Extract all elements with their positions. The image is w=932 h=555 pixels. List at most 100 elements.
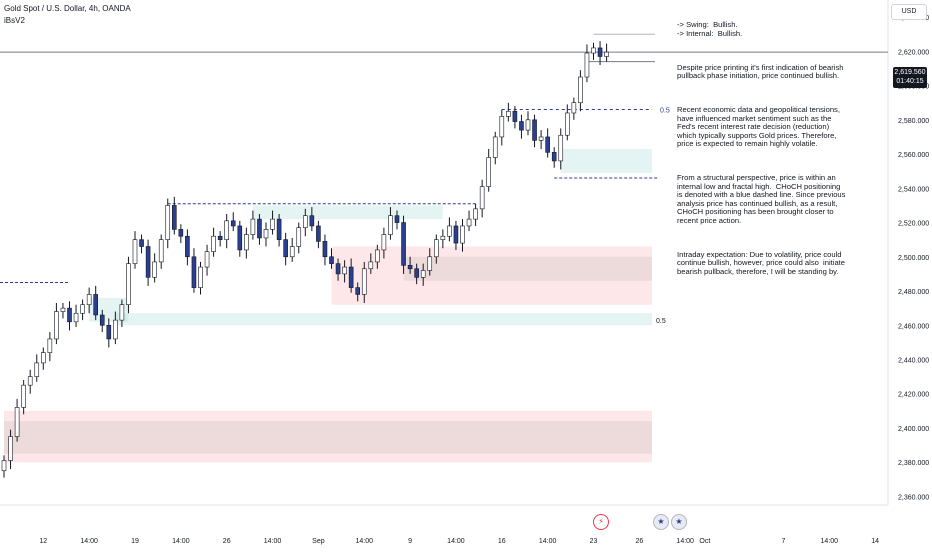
candle-body xyxy=(106,324,112,340)
candle-body xyxy=(427,256,433,271)
candle-body xyxy=(466,218,472,227)
zone-blue xyxy=(560,148,652,173)
y-tick-label: 2,500.000 xyxy=(898,255,929,262)
candle-body xyxy=(21,384,26,408)
candle-body xyxy=(486,157,492,187)
candle-body xyxy=(584,52,590,78)
note-para: Despite price printing it's first indica… xyxy=(677,62,846,81)
note-para: Recent economic data and geopolitical te… xyxy=(677,104,843,149)
x-tick-label: 14:00 xyxy=(80,538,98,545)
candle-body xyxy=(8,436,13,461)
lightning-event-icon[interactable]: ⚡ xyxy=(593,514,609,530)
candle-body xyxy=(551,152,557,162)
candle-body xyxy=(158,239,164,263)
annotation-label: 0.5 xyxy=(660,108,670,115)
indicator-label[interactable]: iBsV2 xyxy=(4,16,25,25)
candle-body xyxy=(558,134,564,162)
candle-body xyxy=(178,229,184,237)
us-flag-event-icon[interactable]: ★ xyxy=(653,514,669,530)
candle-body xyxy=(388,215,393,235)
x-tick-label: 14:00 xyxy=(172,538,190,545)
candle-body xyxy=(217,235,223,240)
candle-body xyxy=(132,239,138,264)
zone-blue xyxy=(252,205,443,220)
candle-body xyxy=(479,186,485,210)
y-tick-label: 2,560.000 xyxy=(898,152,929,159)
candle-body xyxy=(296,227,302,247)
y-tick-label: 2,520.000 xyxy=(898,221,929,228)
x-tick-label: 14:00 xyxy=(821,538,839,545)
candle-body xyxy=(244,234,249,251)
candle-body xyxy=(571,102,577,114)
note-para: Intraday expectation: Due to volatility,… xyxy=(677,249,848,277)
candle-body xyxy=(1,460,7,472)
x-tick-label: 14:00 xyxy=(447,538,465,545)
y-tick-label: 2,360.000 xyxy=(898,494,929,501)
y-tick-label: 2,440.000 xyxy=(898,357,929,364)
candle-body xyxy=(60,307,66,312)
candle-body xyxy=(27,376,33,386)
y-tick-label: 2,480.000 xyxy=(898,289,929,296)
symbol-title: Gold Spot / U.S. Dollar, 4h, OANDA xyxy=(4,4,131,13)
candle-body xyxy=(126,263,131,306)
y-tick-label: 2,580.000 xyxy=(898,118,929,125)
price-axis xyxy=(888,0,932,550)
candle-body xyxy=(47,338,53,353)
candle-body xyxy=(538,136,544,141)
candle-body xyxy=(447,225,452,237)
candle-body xyxy=(361,268,367,295)
candle-body xyxy=(185,235,190,258)
candle-body xyxy=(211,235,216,252)
candle-body xyxy=(433,239,439,258)
currency-button[interactable]: USD xyxy=(891,4,927,20)
zone-gray xyxy=(403,256,652,281)
x-tick-label: 14:00 xyxy=(676,538,694,545)
candle-body xyxy=(591,47,596,54)
candle-body xyxy=(532,119,537,141)
x-tick-label: 14 xyxy=(871,538,879,545)
candle-body xyxy=(342,266,347,275)
candle-body xyxy=(578,76,583,104)
candle-body xyxy=(316,225,321,242)
candle-body xyxy=(335,263,341,275)
candle-body xyxy=(525,119,531,131)
x-tick-label: 23 xyxy=(590,538,598,545)
candle-body xyxy=(460,225,465,244)
candle-body xyxy=(237,225,243,251)
candle-body xyxy=(276,218,282,240)
x-tick-label: Oct xyxy=(699,538,710,545)
x-tick-label: 14:00 xyxy=(539,538,557,545)
candle-body xyxy=(512,110,518,122)
x-tick-label: 26 xyxy=(223,538,231,545)
candle-body xyxy=(14,407,20,437)
candle-body xyxy=(93,294,98,316)
candle-body xyxy=(492,136,498,158)
candle-body xyxy=(420,270,426,278)
candle-body xyxy=(368,261,374,270)
candle-body xyxy=(440,235,446,240)
last-price-tag: 2,619.560 01:40:15 xyxy=(893,67,927,88)
candle-body xyxy=(506,110,511,117)
candle-body xyxy=(54,311,59,340)
candle-body xyxy=(414,268,419,278)
candle-body xyxy=(519,121,524,131)
candle-body xyxy=(270,218,275,230)
candle-body xyxy=(604,51,609,57)
note-para: From a structural perspective, price is … xyxy=(677,173,848,226)
candle-body xyxy=(230,220,236,227)
candle-body xyxy=(204,251,210,268)
candle-body xyxy=(473,208,478,220)
candle-body xyxy=(309,215,315,227)
x-tick-label: 7 xyxy=(781,538,785,545)
countdown-timer: 01:40:15 xyxy=(896,78,924,85)
last-price-value: 2,619.560 xyxy=(894,69,926,76)
us-flag-event-icon[interactable]: ★ xyxy=(671,514,687,530)
candle-body xyxy=(289,246,295,258)
x-tick-label: 19 xyxy=(131,538,139,545)
candle-body xyxy=(73,312,79,323)
candle-body xyxy=(499,116,505,138)
y-tick-label: 2,380.000 xyxy=(898,460,929,467)
candle-body xyxy=(119,304,125,321)
